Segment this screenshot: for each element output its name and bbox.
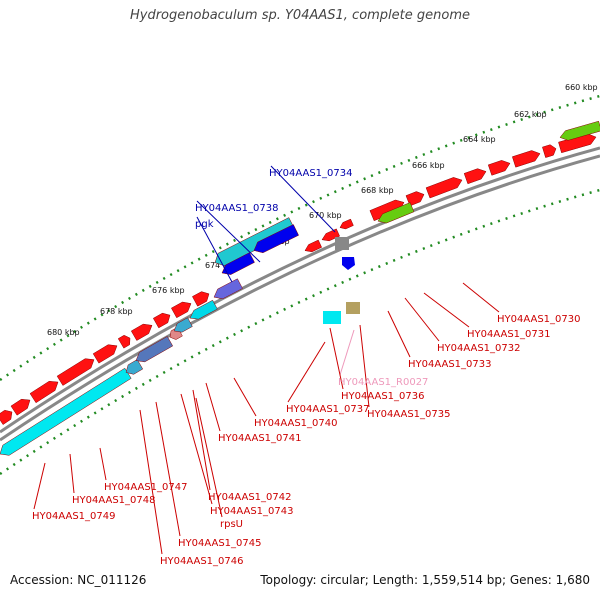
gene-label: HY04AAS1_0734 (269, 168, 352, 179)
label-leader-line (339, 329, 355, 376)
label-leader-line (99, 447, 107, 481)
gene-label: pgk (195, 219, 214, 230)
cds-green (559, 120, 600, 141)
gene-label: HY04AAS1_0745 (178, 538, 261, 549)
forward-cds (487, 160, 511, 176)
gene-label: HY04AAS1_0747 (104, 482, 187, 493)
forward-cds (558, 133, 597, 154)
forward-cds (171, 301, 192, 319)
forward-cds (192, 291, 210, 307)
label-leader-line (196, 200, 261, 263)
reverse-feature-track (0, 120, 600, 456)
backbone-inner (0, 154, 600, 442)
cds-steel (125, 359, 144, 375)
scale-label: 666 kbp (412, 161, 445, 170)
accession-text: Accession: NC_011126 (10, 573, 147, 587)
rna-feature (346, 302, 360, 314)
label-leader-line (195, 397, 223, 518)
gene-label: HY04AAS1_0730 (497, 314, 580, 325)
cds-steel (173, 317, 193, 333)
map-title: Hydrogenobaculum sp. Y04AAS1, complete g… (129, 8, 471, 23)
label-leader-line (462, 282, 500, 313)
label-leader-line (180, 393, 213, 505)
label-leader-line (359, 324, 370, 408)
forward-cds (0, 409, 13, 425)
scale-label: 674 kbp (205, 261, 238, 270)
gene-label: HY04AAS1_0742 (208, 492, 291, 503)
forward-cds (511, 150, 541, 168)
forward-cds (56, 358, 95, 386)
label-leader-line (33, 462, 46, 510)
forward-cds (92, 344, 118, 364)
forward-cds (463, 168, 487, 185)
cds-blue (253, 224, 299, 254)
cds-blue-small (342, 257, 355, 270)
scale-label: 664 kbp (463, 135, 496, 144)
gene-label: HY04AAS1_0748 (72, 495, 155, 506)
cds-gray (335, 237, 349, 250)
gene-label: HY04AAS1_R0027 (338, 377, 428, 388)
label-leader-line (155, 401, 181, 537)
label-leader-line (329, 327, 344, 390)
forward-cds (10, 398, 31, 416)
gene-label: HY04AAS1_0732 (437, 343, 520, 354)
scale-label: 670 kbp (309, 211, 342, 220)
gene-label: HY04AAS1_0741 (218, 433, 301, 444)
gene-label: HY04AAS1_0733 (408, 359, 491, 370)
gene-label: HY04AAS1_0735 (367, 409, 450, 420)
gene-label: HY04AAS1_0746 (160, 556, 243, 567)
label-leader-line (69, 453, 75, 494)
cds-purple (213, 278, 243, 300)
scale-label: 676 kbp (152, 286, 185, 295)
scale-label: 668 kbp (361, 186, 394, 195)
gene-label: HY04AAS1_0743 (210, 506, 293, 517)
cds-cyan (0, 367, 132, 456)
forward-cds (405, 191, 425, 207)
label-leader-line (404, 297, 440, 342)
cds-green (377, 202, 415, 224)
gene-label: HY04AAS1_0740 (254, 418, 337, 429)
label-leader-line (270, 165, 336, 233)
cds-cyan (189, 299, 218, 320)
trna-feature (323, 311, 341, 324)
cds-red (339, 218, 354, 230)
forward-cds (152, 312, 171, 329)
scale-label: 678 kbp (100, 307, 133, 316)
backbone-outer (0, 146, 600, 434)
label-leader-line (233, 377, 257, 417)
label-leader-line (192, 389, 211, 491)
gene-label: HY04AAS1_0736 (341, 391, 424, 402)
scale-label: 662 kbp (514, 110, 547, 119)
forward-cds-track (0, 133, 597, 425)
label-leader-line (139, 409, 163, 555)
forward-cds (29, 380, 59, 404)
scale-label: 680 kbp (47, 328, 80, 337)
label-leader-line (287, 341, 326, 403)
gene-label: rpsU (220, 519, 243, 530)
label-leader-line (205, 382, 221, 432)
forward-cds (542, 144, 557, 158)
cds-red (304, 239, 323, 253)
gene-label: HY04AAS1_0737 (286, 404, 369, 415)
forward-cds (425, 177, 463, 199)
cds-steel (135, 336, 174, 363)
label-leader-line (423, 292, 470, 328)
genome-info-text: Topology: circular; Length: 1,559,514 bp… (260, 573, 590, 587)
gene-label: HY04AAS1_0731 (467, 329, 550, 340)
cds-blue (221, 252, 255, 275)
forward-cds (130, 323, 153, 341)
gene-label: HY04AAS1_0738 (195, 203, 278, 214)
gene-label: HY04AAS1_0749 (32, 511, 115, 522)
scale-label: 660 kbp (565, 83, 598, 92)
label-leader-line (196, 216, 233, 283)
forward-cds (117, 334, 131, 349)
label-leader-line (387, 310, 411, 358)
